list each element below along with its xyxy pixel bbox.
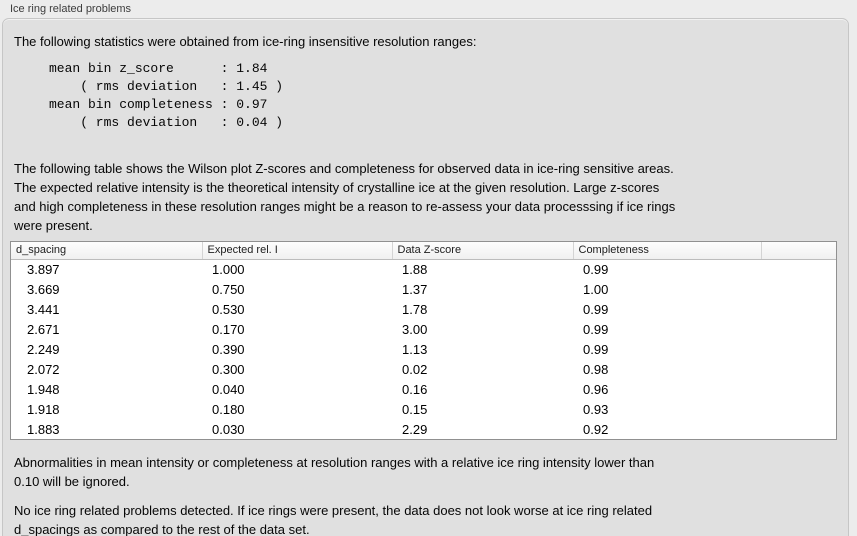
table-cell: 0.300 [212,361,245,377]
table-cell: 0.96 [583,381,609,397]
table-cell: 0.180 [212,401,245,417]
ice-ring-table-container: d_spacing Expected rel. I Data Z-score Comp… [10,241,837,440]
table-cell: 1.78 [402,301,428,317]
table-cell: 0.93 [583,401,609,417]
table-description-text: The following table shows the Wilson plo… [14,161,676,233]
table-row[interactable]: 2.671 0.170 3.00 0.99 [11,319,836,339]
conclusion-text: No ice ring related problems detected. I… [14,503,653,536]
table-row[interactable]: 1.918 0.180 0.15 0.93 [11,399,836,419]
ice-ring-report-panel: The following statistics were obtained f… [2,18,849,536]
table-row[interactable]: 2.072 0.300 0.02 0.98 [11,359,836,379]
table-cell-empty [761,379,836,399]
table-cell: 0.390 [212,341,245,357]
table-row[interactable]: 3.897 1.000 1.88 0.99 [11,259,836,279]
table-cell: 0.530 [212,301,245,317]
table-cell: 1.883 [27,421,60,437]
table-cell: 0.99 [583,261,609,277]
table-row[interactable]: 1.883 0.030 2.29 0.92 [11,419,836,439]
table-cell: 2.671 [27,321,60,337]
table-header-cell[interactable] [760,242,836,260]
table-cell: 3.00 [402,321,428,337]
table-cell: 1.000 [212,261,245,277]
table-cell: 2.29 [402,421,428,437]
table-row[interactable]: 2.249 0.390 1.13 0.99 [11,339,836,359]
table-cell: 1.37 [402,281,428,297]
table-header-cell[interactable]: d_spacing [11,242,202,260]
table-cell: 1.948 [27,381,60,397]
table-row[interactable]: 3.441 0.530 1.78 0.99 [11,299,836,319]
table-cell: 0.92 [583,421,609,437]
table-cell-empty [761,299,836,319]
table-cell-empty [761,259,836,279]
table-cell: 0.02 [402,361,428,377]
table-row[interactable]: 1.948 0.040 0.16 0.96 [11,379,836,399]
table-header-cell[interactable]: Completeness [572,242,761,260]
table-cell: 1.918 [27,401,60,417]
table-header-cell[interactable]: Data Z-score [391,242,573,260]
ice-ring-table: d_spacing Expected rel. I Data Z-score Comp… [11,242,836,439]
table-row[interactable]: 3.669 0.750 1.37 1.00 [11,279,836,299]
table-cell: 0.170 [212,321,245,337]
stats-intro-text: The following statistics were obtained f… [14,34,477,49]
table-cell-empty [761,399,836,419]
table-cell: 0.750 [212,281,245,297]
table-cell: 0.98 [583,361,609,377]
table-cell: 0.99 [583,341,609,357]
table-cell-empty [761,359,836,379]
table-cell: 3.897 [27,261,60,277]
table-cell: 0.040 [212,381,245,397]
stats-block: mean bin z_score : 1.84 ( rms deviation … [49,61,284,130]
table-cell: 2.072 [27,361,60,377]
table-cell: 2.249 [27,341,60,357]
table-cell: 3.669 [27,281,60,297]
table-cell: 0.16 [402,381,428,397]
table-cell-empty [761,339,836,359]
table-cell-empty [761,279,836,299]
table-cell-empty [761,419,836,439]
table-cell: 1.88 [402,261,428,277]
table-cell: 0.99 [583,301,609,317]
table-cell: 0.99 [583,321,609,337]
table-cell: 1.13 [402,341,428,357]
table-cell: 0.15 [402,401,428,417]
ignore-note-text: Abnormalities in mean intensity or compl… [14,455,655,489]
table-cell: 0.030 [212,421,245,437]
table-header-cell[interactable]: Expected rel. I [201,242,392,260]
table-cell: 3.441 [27,301,60,317]
section-title: Ice ring related problems [10,3,132,15]
table-cell-empty [761,319,836,339]
table-header-row: d_spacing Expected rel. I Data Z-score Comp… [11,242,836,260]
table-cell: 1.00 [583,281,609,297]
